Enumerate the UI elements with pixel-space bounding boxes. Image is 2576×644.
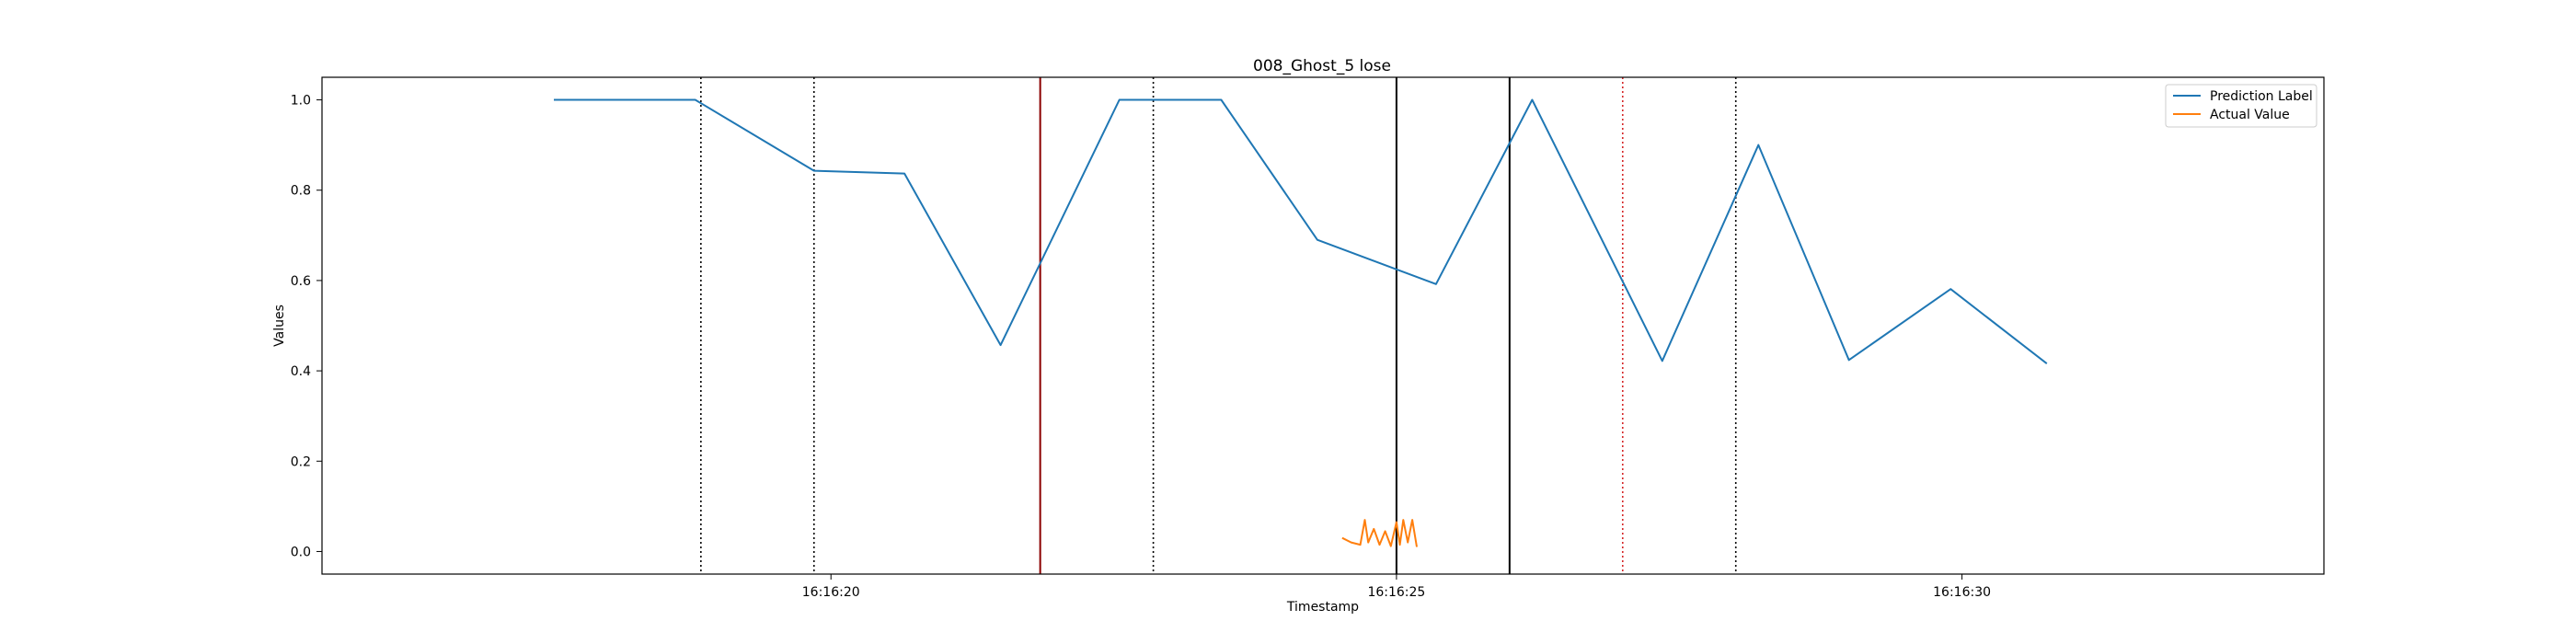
y-tick-label: 0.6 xyxy=(291,274,311,289)
legend: Prediction Label Actual Value xyxy=(2165,84,2317,128)
y-tick-label: 0.0 xyxy=(291,545,311,559)
x-tick-label: 16:16:20 xyxy=(802,585,860,600)
x-axis: 16:16:20 16:16:25 16:16:30 xyxy=(802,574,1991,600)
vertical-marker-lines xyxy=(700,77,1737,574)
legend-label-prediction-label: Prediction Label xyxy=(2210,89,2313,104)
x-tick-label: 16:16:25 xyxy=(1367,585,1425,600)
legend-label-actual-value: Actual Value xyxy=(2210,108,2290,122)
y-tick-label: 0.4 xyxy=(291,364,311,379)
series-line-actual-value xyxy=(1341,519,1418,547)
y-tick-label: 0.2 xyxy=(291,454,311,469)
y-tick-label: 1.0 xyxy=(291,94,311,109)
y-tick-label: 0.8 xyxy=(291,184,311,199)
x-axis-label: Timestamp xyxy=(1286,600,1359,615)
plot-frame xyxy=(321,76,2325,575)
legend-frame xyxy=(2165,84,2317,128)
y-axis: 0.0 0.2 0.4 0.6 0.8 1.0 xyxy=(291,94,322,559)
series-layer xyxy=(554,98,2048,547)
chart-title: 008_Ghost_5 lose xyxy=(1253,57,1391,75)
series-line-prediction-label xyxy=(554,98,2048,364)
x-tick-label: 16:16:30 xyxy=(1933,585,1991,600)
y-axis-label: Values xyxy=(272,305,287,347)
